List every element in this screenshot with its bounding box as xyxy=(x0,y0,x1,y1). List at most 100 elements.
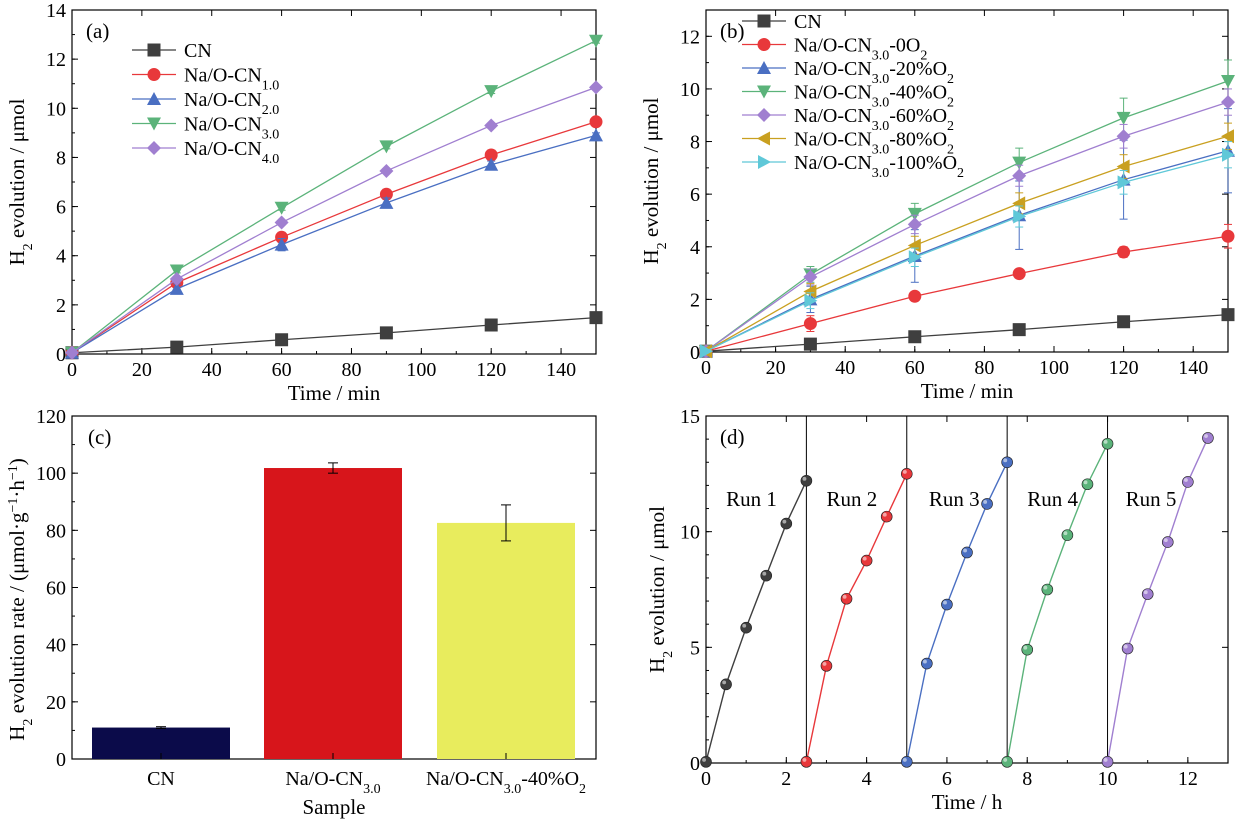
panel-0-series-2-point xyxy=(379,195,394,209)
run-2-label: Run 3 xyxy=(929,487,980,511)
panel-2-ytick-label: 120 xyxy=(36,406,66,428)
panel-1-series-3-point xyxy=(907,207,922,221)
run-3-point-highlight xyxy=(1083,480,1088,485)
panel-1-series-3-point xyxy=(1012,156,1027,170)
run-2-point-highlight xyxy=(1003,458,1008,463)
run-4-line xyxy=(1106,437,1209,762)
panel-0-series-0-point xyxy=(275,333,289,347)
panel-0-legend-1-label: Na/O-CN1.0 xyxy=(184,65,279,94)
panel-0-ytick-label: 10 xyxy=(46,98,66,120)
panel-3-xtick-label: 10 xyxy=(1098,768,1118,790)
panel-1-xtick-label: 100 xyxy=(1039,357,1069,379)
panel-1-xlabel: Time / min xyxy=(921,379,1014,403)
run-2-point xyxy=(900,756,913,768)
panel-1-series-3-point xyxy=(1116,111,1131,125)
panel-0-legend-4-label: Na/O-CN4.0 xyxy=(184,138,279,167)
panel-1-xtick-label: 40 xyxy=(835,357,855,379)
panel-0-series-0-point xyxy=(379,326,393,340)
panel-1-series-6-point xyxy=(1117,175,1131,190)
run-2-point-highlight xyxy=(922,659,927,664)
panel-1-series-1-point xyxy=(908,289,922,303)
panel-3-ytick-label: 5 xyxy=(690,637,700,659)
run-0-point xyxy=(700,756,712,768)
panel-1-series-1-point xyxy=(1012,267,1026,281)
run-3-point xyxy=(1041,583,1054,596)
panel-1-legend-6-label: Na/O-CN3.0-100%O2 xyxy=(794,152,964,181)
panel-2-tag: (c) xyxy=(88,425,111,449)
panel-1-series-1-line xyxy=(705,235,1229,352)
panel-1-series-0-point xyxy=(1221,308,1235,322)
run-4-point xyxy=(1101,756,1114,768)
panel-0-ylabel: H2 evolution / μmol xyxy=(5,98,36,265)
panel-3-ytick-label: 0 xyxy=(690,753,700,775)
run-3-point xyxy=(1021,643,1034,656)
panel-1-ytick-label: 4 xyxy=(690,237,700,259)
panel-0-series-0-point xyxy=(589,311,603,325)
run-2-point-highlight xyxy=(983,500,988,504)
run-3-point xyxy=(1101,437,1114,450)
panel-1-series-5-point xyxy=(1012,196,1026,211)
panel-3-xtick-label: 8 xyxy=(1022,768,1032,790)
panel-1-ylabel: H2 evolution / μmol xyxy=(639,97,670,264)
run-3-point-highlight xyxy=(1003,757,1008,762)
panel-0-series-4-point xyxy=(65,345,79,360)
panel-0-legend-0-label: CN xyxy=(184,40,212,62)
run-3-point xyxy=(1001,756,1013,768)
panel-3-ytick-label: 15 xyxy=(680,406,700,428)
panel-0-series-2-point xyxy=(589,128,603,142)
panel-0-legend-1-marker xyxy=(147,68,161,81)
panel-3: 0 2 4 6 8 10 12 0 5 10 15 Run 1 Run 2 Run 3 Run 4 Run 5… xyxy=(645,406,1229,814)
run-4-point-highlight xyxy=(1183,478,1188,482)
panel-1-series-0-point xyxy=(1117,315,1131,329)
panel-1-legend-3-label: Na/O-CN3.0-40%O2 xyxy=(794,82,954,111)
panel-0-ytick-label: 4 xyxy=(56,246,66,268)
panel-1-series-5-point xyxy=(907,238,921,253)
panel-0: 0 20 40 60 80 100 120 140 0 2 4 6 8 10 12 14 CN Na/O-CN1.… xyxy=(5,0,603,405)
panel-0-xlabel: Time / min xyxy=(288,381,381,405)
run-1-point xyxy=(820,660,833,672)
panel-0-ytick-label: 14 xyxy=(46,0,66,22)
panel-1-series-6-point xyxy=(804,293,818,308)
panel-1-ytick-label: 2 xyxy=(690,289,700,311)
bar-2-category-label: Na/O-CN3.0-40%O2 xyxy=(426,768,586,797)
panel-1-series-1-point xyxy=(1221,229,1235,243)
panel-1-ytick-label: 6 xyxy=(690,184,700,206)
panel-0-series-3-point xyxy=(169,264,184,278)
panel-1-series-1-point xyxy=(1117,245,1131,259)
panel-1-series-2-line xyxy=(705,150,1229,352)
run-1-point xyxy=(880,510,893,523)
panel-0-tag: (a) xyxy=(86,19,109,43)
panel-1-xtick-label: 20 xyxy=(766,357,786,379)
panel-1-series-6-point xyxy=(1013,209,1027,224)
panel-1-series-4-point xyxy=(907,217,922,232)
panel-0-xtick-label: 0 xyxy=(67,359,77,381)
panel-1-series-4-point xyxy=(1116,129,1131,144)
run-1-point-highlight xyxy=(882,512,887,517)
run-1-point xyxy=(900,468,913,480)
panel-1-series-5-line xyxy=(705,135,1229,352)
panel-1-series-6-line xyxy=(705,154,1229,352)
panel-0-ytick-label: 0 xyxy=(56,344,66,366)
panel-0-series-4-point xyxy=(274,215,289,230)
panel-0-xtick-label: 120 xyxy=(476,359,506,381)
bar-1-category-label: Na/O-CN3.0 xyxy=(285,768,380,797)
panel-1-series-6-point xyxy=(1222,147,1235,162)
run-1-point xyxy=(840,592,853,605)
panel-1-legend-5-label: Na/O-CN3.0-80%O2 xyxy=(794,129,954,158)
panel-2-ytick-label: 20 xyxy=(46,692,66,714)
run-4-point xyxy=(1161,536,1174,548)
panel-1-series-0-point xyxy=(908,330,922,344)
panel-3-xlabel: Time / h xyxy=(932,790,1003,814)
run-1-point-highlight xyxy=(822,661,827,666)
run-4-point xyxy=(1121,642,1134,655)
panel-1-xtick-label: 0 xyxy=(701,357,711,379)
panel-3-xtick-label: 6 xyxy=(942,768,952,790)
panel-0-series-3-line xyxy=(71,40,597,354)
run-0-point-highlight xyxy=(802,476,807,481)
run-2-point-highlight xyxy=(902,757,907,762)
panel-1-series-5-point xyxy=(1221,129,1234,144)
panel-3-xtick-label: 12 xyxy=(1178,768,1198,790)
run-4-point-highlight xyxy=(1163,538,1168,543)
run-4-point xyxy=(1182,476,1194,488)
panel-2-ytick-label: 100 xyxy=(36,463,66,485)
